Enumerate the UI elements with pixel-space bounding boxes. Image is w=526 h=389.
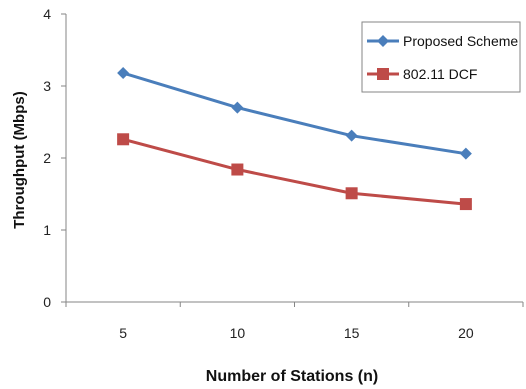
data-point: [117, 67, 129, 79]
x-tick-label: 10: [230, 325, 246, 341]
data-point: [346, 130, 358, 142]
x-tick-label: 20: [458, 325, 474, 341]
y-ticks: 0 1 2 3 4: [43, 6, 66, 310]
y-tick-label: 0: [43, 294, 51, 310]
data-point: [117, 133, 129, 145]
y-tick-label: 3: [43, 78, 51, 94]
data-point: [231, 164, 243, 176]
data-point: [346, 187, 358, 199]
legend: Proposed Scheme 802.11 DCF: [362, 22, 520, 92]
x-tick-label: 15: [344, 325, 360, 341]
data-point: [460, 148, 472, 160]
legend-item: 802.11 DCF: [367, 66, 477, 82]
y-tick-label: 2: [43, 150, 51, 166]
y-axis-title: Throughput (Mbps): [11, 91, 28, 228]
legend-label: Proposed Scheme: [403, 33, 518, 49]
data-point: [231, 102, 243, 114]
x-tick-label: 5: [119, 325, 127, 341]
legend-label: 802.11 DCF: [403, 66, 477, 82]
data-point: [460, 198, 472, 210]
x-axis-title: Number of Stations (n): [206, 368, 378, 385]
x-ticks: 5 10 15 20: [66, 302, 523, 341]
y-tick-label: 4: [43, 6, 51, 22]
series-line: [123, 139, 466, 204]
legend-marker: [377, 68, 389, 80]
y-tick-label: 1: [43, 222, 51, 238]
